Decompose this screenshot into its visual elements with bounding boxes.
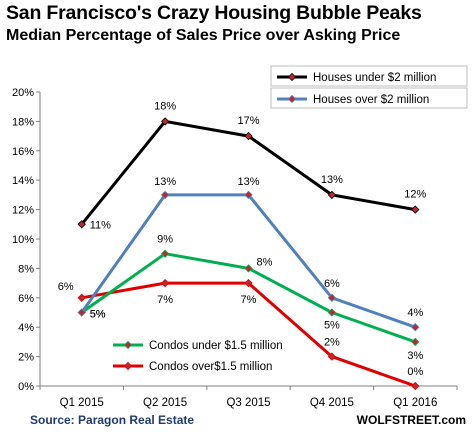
data-label: 13% bbox=[321, 174, 343, 186]
x-axis-ticks: Q1 2015 Q2 2015 Q3 2015 Q4 2015 Q1 2016 bbox=[39, 386, 458, 409]
data-label: 7% bbox=[241, 294, 257, 306]
legend-box bbox=[270, 65, 468, 87]
data-label: 9% bbox=[157, 234, 173, 246]
data-point bbox=[160, 190, 170, 200]
data-point bbox=[411, 381, 420, 391]
data-point bbox=[411, 205, 420, 214]
data-point bbox=[77, 220, 86, 229]
site-credit: WOLFSTREET.com bbox=[356, 413, 466, 427]
y-tick-label: 6% bbox=[18, 293, 34, 305]
x-tick-label: Q1 2015 bbox=[60, 397, 104, 409]
data-point bbox=[327, 293, 337, 302]
data-point bbox=[244, 190, 253, 200]
y-tick-label: 16% bbox=[12, 146, 34, 158]
chart-title: San Francisco's Crazy Housing Bubble Pea… bbox=[6, 2, 422, 24]
data-label: 13% bbox=[154, 176, 176, 188]
data-label: 5% bbox=[90, 309, 106, 321]
legends: Houses under $2 million Houses over $2 mi… bbox=[113, 65, 468, 373]
data-label: 3% bbox=[407, 350, 423, 362]
data-label: 12% bbox=[404, 189, 426, 201]
chart-subtitle: Median Percentage of Sales Price over As… bbox=[6, 27, 401, 44]
data-label: 6% bbox=[324, 278, 340, 290]
data-labels: 11%18%17%13%12%5%13% 13%6%4%5%9%8%5%3%6%7… bbox=[58, 100, 427, 378]
legend-swatch-marker bbox=[123, 361, 133, 371]
data-point bbox=[160, 117, 170, 126]
y-axis-ticks: 0% 2% 4% 6% 8% 10% 12% 14% 16% 18% 20% bbox=[12, 87, 40, 393]
x-tick-label: Q2 2015 bbox=[143, 397, 187, 409]
data-label: 0% bbox=[407, 366, 423, 378]
legend-swatch-marker bbox=[123, 340, 133, 350]
data-point bbox=[77, 308, 86, 317]
legend-swatch-marker bbox=[287, 72, 297, 82]
y-tick-label: 12% bbox=[12, 205, 34, 217]
data-point bbox=[327, 190, 337, 200]
legend-box bbox=[270, 87, 468, 109]
data-point bbox=[160, 249, 170, 258]
data-point bbox=[411, 323, 420, 332]
data-label: 2% bbox=[324, 337, 340, 349]
x-tick-label: Q1 2016 bbox=[393, 397, 437, 409]
data-label: 6% bbox=[58, 281, 74, 293]
data-label: 8% bbox=[257, 256, 273, 268]
legend-swatch-marker bbox=[287, 94, 297, 104]
y-tick-label: 8% bbox=[18, 263, 34, 275]
y-tick-label: 14% bbox=[12, 175, 34, 187]
data-label: 17% bbox=[237, 115, 259, 127]
data-label: 5% bbox=[90, 309, 106, 321]
data-label: 18% bbox=[154, 100, 176, 112]
source-note: Source: Paragon Real Estate bbox=[30, 413, 195, 427]
y-tick-label: 4% bbox=[18, 322, 34, 334]
series-line-1 bbox=[80, 193, 416, 329]
data-point bbox=[327, 352, 337, 361]
x-tick-label: Q3 2015 bbox=[226, 397, 270, 409]
data-point bbox=[244, 264, 253, 273]
series-lines bbox=[77, 117, 420, 391]
y-tick-label: 0% bbox=[18, 381, 34, 393]
data-point bbox=[244, 131, 253, 141]
data-point bbox=[327, 308, 337, 317]
data-label: 13% bbox=[237, 176, 259, 188]
data-point bbox=[160, 278, 170, 288]
legend-label: Houses under $2 million bbox=[313, 72, 436, 84]
legend-label: Condos under $1.5 million bbox=[149, 340, 283, 352]
legend-label: Houses over $2 million bbox=[313, 94, 429, 106]
data-point bbox=[244, 278, 253, 288]
data-label: 4% bbox=[407, 307, 423, 319]
legend-label: Condos over$1.5 million bbox=[149, 361, 272, 373]
data-label: 7% bbox=[157, 294, 173, 306]
y-tick-label: 2% bbox=[18, 352, 34, 364]
data-label: 5% bbox=[324, 320, 340, 332]
data-label: 11% bbox=[90, 219, 111, 231]
y-tick-label: 10% bbox=[12, 234, 34, 246]
data-point bbox=[77, 293, 86, 302]
x-tick-label: Q4 2015 bbox=[310, 397, 354, 409]
y-tick-label: 18% bbox=[12, 116, 34, 128]
data-point bbox=[411, 337, 420, 347]
y-tick-label: 20% bbox=[12, 87, 34, 99]
